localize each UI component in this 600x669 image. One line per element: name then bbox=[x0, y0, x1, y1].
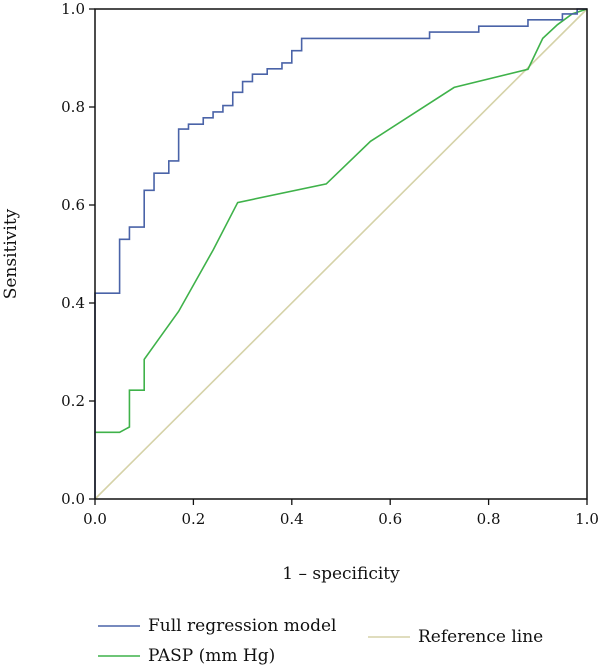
y-tick-label: 1.0 bbox=[61, 0, 85, 18]
y-tick-label: 0.2 bbox=[61, 392, 85, 410]
x-tick-label: 0.6 bbox=[378, 510, 402, 528]
legend-label-pasp-mm-hg: PASP (mm Hg) bbox=[148, 646, 275, 666]
legend-label-full-regression-model: Full regression model bbox=[148, 616, 337, 636]
x-tick-label: 0.0 bbox=[83, 510, 107, 528]
x-axis-title: 1 – specificity bbox=[282, 564, 400, 584]
x-tick-label: 0.2 bbox=[181, 510, 205, 528]
legend-label-reference-line: Reference line bbox=[418, 627, 543, 647]
series-line-reference-line bbox=[94, 8, 588, 500]
y-tick-label: 0.4 bbox=[61, 294, 85, 312]
y-tick-label: 0.6 bbox=[61, 196, 85, 214]
series-line-full-regression-model bbox=[94, 8, 587, 499]
series-line-pasp-mm-hg bbox=[95, 8, 588, 434]
y-axis-title: Sensitivity bbox=[1, 208, 21, 299]
x-tick-label: 1.0 bbox=[575, 510, 599, 528]
y-tick-label: 0.0 bbox=[61, 490, 85, 508]
axes: 0.0 0.2 0.4 0.6 0.8 1.0 0.0 0.2 0.4 0.6 0.8 1.0 bbox=[61, 0, 599, 528]
legend: Full regression model PASP (mm Hg) Referen… bbox=[98, 616, 543, 666]
plot-frame bbox=[94, 8, 588, 500]
plot-area bbox=[94, 8, 588, 500]
x-tick-label: 0.8 bbox=[477, 510, 501, 528]
y-tick-label: 0.8 bbox=[61, 98, 85, 116]
x-tick-label: 0.4 bbox=[280, 510, 304, 528]
